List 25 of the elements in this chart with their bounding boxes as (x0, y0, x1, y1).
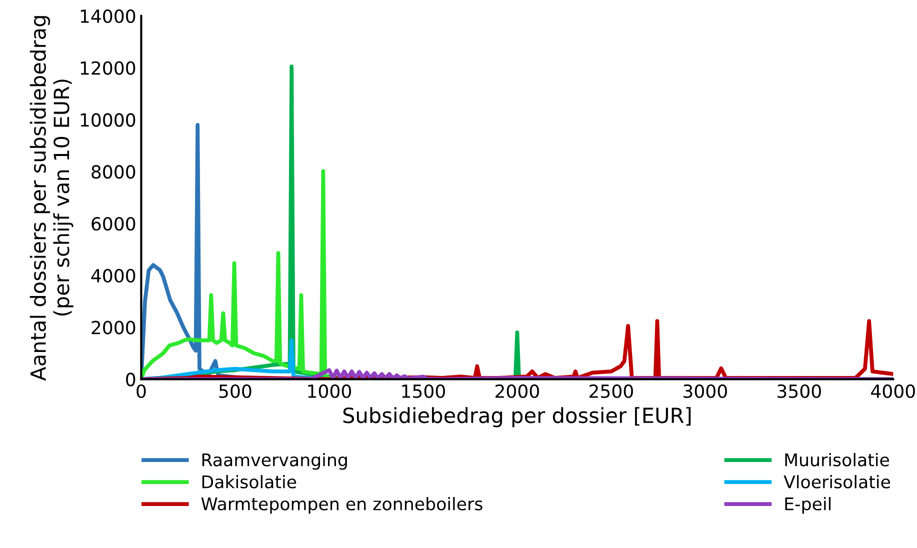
x-axis-title: Subsidiebedrag per dossier [EUR] (343, 407, 691, 428)
y-tick-label: 8000 (92, 165, 136, 179)
y-tick-label: 4000 (91, 268, 136, 283)
legend-label: Muurisolatie (785, 452, 890, 466)
legend-label: Warmtepompen en zonneboilers (201, 496, 482, 514)
y-tick-label: 10000 (80, 113, 136, 127)
x-tick-label: 1000 (308, 384, 351, 398)
y-tick-label: 2000 (92, 320, 136, 334)
y-axis-title: Aantal dossiers per subsidiebedrag (per schijf van 10 EUR) (30, 16, 74, 381)
x-tick-label: 500 (219, 384, 252, 398)
legend-label: E-peil (785, 496, 831, 514)
x-tick-label: 4000 (871, 384, 915, 398)
x-tick-label: 0 (136, 384, 146, 398)
x-tick-label: 2500 (590, 384, 633, 398)
legend-label: Vloerisolatie (784, 474, 890, 488)
y-tick-label: 6000 (92, 216, 136, 231)
x-tick-label: 2000 (496, 384, 539, 398)
x-tick-label: 3500 (778, 384, 821, 398)
y-tick-label: 12000 (80, 61, 136, 75)
y-tick-label: 0 (126, 372, 136, 386)
legend-label: Dakisolatie (202, 474, 296, 488)
x-tick-label: 3000 (684, 384, 727, 398)
x-tick-label: 1500 (402, 384, 445, 398)
y-tick-label: 14000 (80, 9, 136, 24)
legend-label: Raamvervanging (202, 452, 347, 470)
